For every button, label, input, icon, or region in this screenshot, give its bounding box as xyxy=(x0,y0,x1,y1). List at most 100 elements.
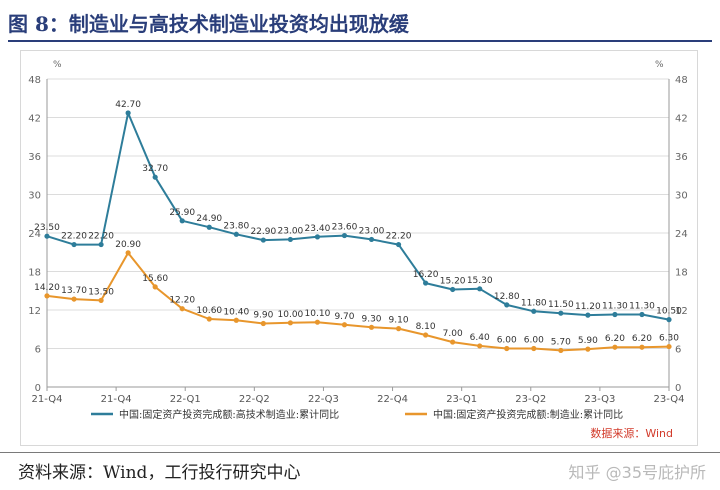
data-point xyxy=(639,344,645,350)
data-point xyxy=(612,344,618,350)
source-bar: 资料来源：Wind，工行投行研究中心 知乎 @35号庇护所 xyxy=(0,452,720,490)
data-label: 6.00 xyxy=(497,336,517,346)
data-label: 11.20 xyxy=(575,302,601,312)
y-tick-label-right: 30 xyxy=(675,191,688,202)
data-point xyxy=(233,317,239,323)
data-label: 10.40 xyxy=(223,307,249,317)
data-point xyxy=(260,320,266,327)
y-unit-left: % xyxy=(53,60,62,70)
data-label: 9.30 xyxy=(361,314,381,324)
data-point xyxy=(639,311,645,318)
data-label: 23.00 xyxy=(278,226,304,236)
x-tick-label: 23-Q4 xyxy=(654,394,685,405)
data-point xyxy=(206,316,212,322)
data-point xyxy=(368,324,375,330)
data-point xyxy=(71,241,77,248)
data-point xyxy=(287,320,293,326)
data-label: 9.90 xyxy=(253,310,273,320)
series-line-1 xyxy=(46,112,670,321)
y-tick-label-right: 42 xyxy=(675,114,688,125)
data-label: 5.90 xyxy=(578,336,598,346)
data-label: 23.50 xyxy=(34,223,60,233)
data-point xyxy=(314,234,321,240)
data-point xyxy=(531,308,537,314)
y-tick-label-right: 12 xyxy=(675,306,688,317)
data-point xyxy=(125,110,131,116)
data-label: 25.90 xyxy=(169,208,195,218)
data-point xyxy=(423,280,429,286)
data-label: 11.30 xyxy=(602,301,628,311)
data-label: 10.00 xyxy=(278,310,304,320)
data-label: 22.20 xyxy=(88,232,114,242)
data-label: 12.80 xyxy=(494,292,520,302)
data-label: 23.00 xyxy=(359,226,385,236)
data-label: 22.90 xyxy=(250,227,276,237)
x-tick-label: 22-Q4 xyxy=(377,394,408,405)
x-tick-label: 23-Q2 xyxy=(515,394,546,405)
data-label: 10.10 xyxy=(305,309,331,319)
data-label: 11.80 xyxy=(521,298,547,308)
series-line-2 xyxy=(46,251,670,352)
data-point xyxy=(71,296,77,302)
data-point xyxy=(179,218,185,224)
legend-label-1: 中国:固定资产投资完成额:高技术制造业:累计同比 xyxy=(119,408,339,421)
data-point xyxy=(531,345,537,352)
page-title: 图 8：制造业与高技术制造业投资均出现放缓 xyxy=(8,12,409,36)
data-label: 16.20 xyxy=(413,270,439,280)
data-point xyxy=(233,231,239,237)
x-tick-label: 21-Q4 xyxy=(101,394,132,405)
x-tick-label: 23-Q1 xyxy=(446,394,477,405)
data-label: 24.90 xyxy=(196,214,222,224)
data-point xyxy=(287,236,293,243)
data-point xyxy=(450,286,456,293)
data-point xyxy=(368,236,375,243)
y-tick-label-right: 18 xyxy=(675,268,688,279)
y-tick-label-left: 42 xyxy=(28,114,41,125)
data-label: 6.20 xyxy=(605,334,625,344)
data-source-note: 数据来源：Wind xyxy=(590,426,673,440)
data-label: 8.10 xyxy=(416,322,436,332)
data-label: 7.00 xyxy=(443,329,463,339)
data-point xyxy=(152,284,158,290)
data-point xyxy=(612,311,618,318)
watermark: 知乎 @35号庇护所 xyxy=(568,463,706,482)
data-label: 32.70 xyxy=(142,164,168,174)
data-label: 11.50 xyxy=(548,300,574,310)
title-bar: 图 8：制造业与高技术制造业投资均出现放缓 xyxy=(8,6,712,42)
data-point xyxy=(504,302,510,308)
data-point xyxy=(44,233,50,239)
data-label: 22.20 xyxy=(386,232,412,242)
data-point xyxy=(260,237,266,243)
data-label: 6.40 xyxy=(470,333,490,343)
data-label: 9.10 xyxy=(389,316,409,326)
y-tick-label-left: 24 xyxy=(28,229,41,240)
x-tick-label: 21-Q4 xyxy=(32,394,63,405)
source-text: 资料来源：Wind，工行投行研究中心 xyxy=(18,463,301,483)
data-label: 20.90 xyxy=(115,240,141,250)
x-tick-label: 23-Q3 xyxy=(584,394,615,405)
legend-label-2: 中国:固定资产投资完成额:制造业:累计同比 xyxy=(433,408,623,421)
y-tick-label-right: 0 xyxy=(675,383,681,394)
data-point xyxy=(666,317,672,323)
y-tick-label-right: 48 xyxy=(675,75,688,86)
data-label: 11.30 xyxy=(629,301,655,311)
data-point xyxy=(314,319,321,325)
y-unit-right: % xyxy=(655,60,664,70)
data-point xyxy=(98,297,104,303)
data-point xyxy=(179,306,185,312)
y-tick-label-left: 12 xyxy=(28,306,41,317)
data-label: 15.20 xyxy=(440,276,466,286)
data-label: 13.50 xyxy=(88,287,114,297)
data-point xyxy=(44,293,50,299)
y-tick-label-right: 6 xyxy=(675,345,681,356)
line-chart: 0 0 6 6 12 12 18 18 24 24 30 30 36 36 42 42 48 48% % 21-Q4 2… xyxy=(28,60,688,440)
chart-panel: 0 0 6 6 12 12 18 18 24 24 30 30 36 36 42 42 48 48%% 21-Q4 2… xyxy=(20,50,698,446)
data-point xyxy=(450,339,456,345)
data-label: 14.20 xyxy=(34,283,60,293)
y-tick-label-left: 48 xyxy=(28,75,41,86)
data-point xyxy=(504,345,510,352)
data-label: 23.40 xyxy=(305,224,331,234)
data-label: 6.30 xyxy=(659,334,679,344)
y-tick-label-left: 6 xyxy=(35,345,41,356)
data-label: 23.80 xyxy=(223,221,249,231)
